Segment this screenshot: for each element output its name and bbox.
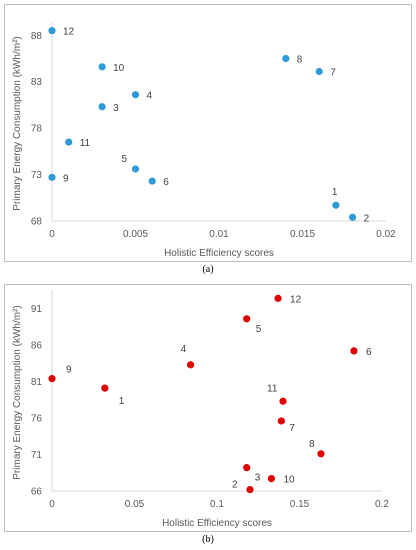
y-tick-label: 83 bbox=[31, 77, 43, 88]
data-point-12 bbox=[274, 294, 282, 302]
point-label-9: 9 bbox=[63, 173, 69, 184]
x-tick-label: 0 bbox=[49, 499, 55, 510]
data-point-6 bbox=[148, 177, 156, 185]
chart-frame-b bbox=[4, 284, 412, 532]
x-tick-label: 0.15 bbox=[290, 499, 310, 510]
caption-b: (b) bbox=[202, 534, 214, 545]
data-point-12 bbox=[48, 27, 56, 35]
data-point-4 bbox=[131, 91, 140, 99]
point-label-7: 7 bbox=[289, 423, 295, 434]
data-point-3 bbox=[98, 103, 106, 111]
x-tick-label: 0.2 bbox=[375, 499, 389, 510]
y-tick-label: 71 bbox=[31, 450, 43, 461]
point-label-8: 8 bbox=[309, 439, 315, 450]
point-label-4: 4 bbox=[181, 344, 187, 355]
x-tick-label: 0.05 bbox=[125, 499, 145, 510]
x-tick-label: 0.01 bbox=[209, 229, 229, 240]
chart-panel-b: 0 0.05 0.1 0.15 0.2 66 71 76 81 86 91 Holistic Effi… bbox=[0, 280, 416, 550]
data-point-5 bbox=[131, 165, 140, 173]
data-point-3 bbox=[243, 464, 251, 472]
data-point-9 bbox=[48, 375, 56, 383]
point-label-8: 8 bbox=[297, 55, 303, 66]
data-point-10 bbox=[98, 63, 106, 71]
x-axis-title: Holistic Efficiency scores bbox=[164, 248, 274, 259]
y-axis-title: Primary Energy Consumption (kWh/m²) bbox=[12, 305, 23, 479]
point-label-6: 6 bbox=[163, 177, 169, 188]
data-point-7 bbox=[277, 417, 285, 425]
point-label-1: 1 bbox=[119, 396, 125, 407]
data-point-2 bbox=[246, 485, 254, 494]
y-axis-title: Primary Energy Consumption (kWh/m²) bbox=[12, 36, 23, 210]
data-point-11 bbox=[65, 138, 73, 146]
point-label-10: 10 bbox=[113, 63, 125, 74]
point-label-9: 9 bbox=[66, 365, 72, 376]
y-tick-label: 73 bbox=[31, 170, 43, 181]
point-label-3: 3 bbox=[113, 103, 119, 114]
point-label-10: 10 bbox=[283, 475, 295, 486]
x-tick-label: 0.005 bbox=[123, 229, 148, 240]
data-point-4 bbox=[187, 361, 195, 369]
point-label-11: 11 bbox=[267, 383, 278, 394]
y-tick-label: 68 bbox=[31, 217, 43, 228]
y-tick-label: 78 bbox=[31, 124, 43, 135]
y-tick-label: 91 bbox=[31, 304, 43, 315]
y-tick-label: 76 bbox=[31, 414, 43, 425]
x-tick-label: 0.1 bbox=[210, 499, 224, 510]
data-point-9 bbox=[48, 173, 56, 181]
x-tick-label: 0 bbox=[49, 229, 55, 240]
data-point-6 bbox=[350, 347, 358, 355]
point-label-3: 3 bbox=[255, 473, 261, 484]
point-label-1: 1 bbox=[332, 187, 338, 198]
data-point-1 bbox=[332, 201, 340, 209]
x-tick-label: 0.02 bbox=[376, 229, 396, 240]
chart-panel-a: 0 0.005 0.01 0.015 0.02 68 73 78 83 88 Holistic Ef… bbox=[4, 4, 412, 275]
point-label-6: 6 bbox=[366, 347, 372, 358]
data-point-10 bbox=[267, 474, 276, 483]
chart-frame-a bbox=[4, 4, 412, 262]
point-label-11: 11 bbox=[80, 138, 91, 149]
point-label-4: 4 bbox=[147, 91, 153, 102]
data-point-8 bbox=[282, 54, 290, 63]
y-tick-label: 66 bbox=[31, 487, 43, 498]
point-label-5: 5 bbox=[122, 154, 128, 165]
data-point-2 bbox=[349, 213, 357, 221]
point-label-2: 2 bbox=[232, 480, 238, 491]
point-label-12: 12 bbox=[63, 27, 75, 38]
point-label-5: 5 bbox=[256, 324, 262, 335]
x-tick-label: 0.015 bbox=[290, 229, 315, 240]
point-label-7: 7 bbox=[330, 68, 336, 79]
y-tick-label: 86 bbox=[31, 341, 43, 352]
data-point-1 bbox=[101, 384, 109, 392]
data-point-5 bbox=[243, 315, 251, 323]
caption-a: (a) bbox=[202, 264, 214, 275]
y-tick-label: 88 bbox=[31, 31, 43, 42]
x-axis-title: Holistic Efficiency scores bbox=[162, 518, 272, 529]
data-point-7 bbox=[315, 67, 323, 76]
data-point-8 bbox=[317, 450, 325, 458]
point-label-12: 12 bbox=[290, 294, 302, 305]
data-point-11 bbox=[279, 397, 287, 405]
y-tick-label: 81 bbox=[31, 377, 43, 388]
point-label-2: 2 bbox=[364, 213, 370, 224]
